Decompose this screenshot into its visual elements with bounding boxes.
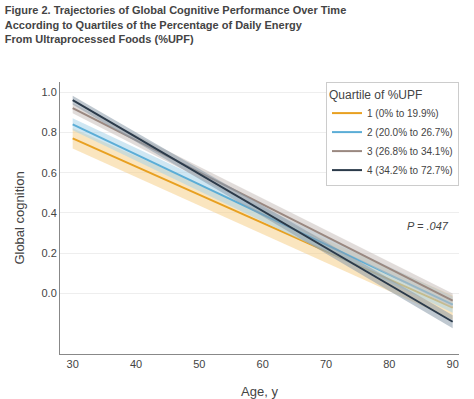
svg-text:Quartile of %UPF: Quartile of %UPF [329, 88, 422, 102]
svg-text:90: 90 [447, 358, 459, 370]
svg-text:70: 70 [320, 358, 332, 370]
svg-text:4 (34.2% to 72.7%): 4 (34.2% to 72.7%) [367, 165, 453, 176]
svg-text:Global cognition: Global cognition [12, 171, 27, 264]
svg-text:60: 60 [257, 358, 269, 370]
svg-text:30: 30 [67, 358, 79, 370]
svg-text:1 (0% to 19.9%): 1 (0% to 19.9%) [367, 108, 439, 119]
svg-text:0.0: 0.0 [42, 287, 57, 299]
svg-text:Age, y: Age, y [241, 384, 278, 399]
svg-text:2 (20.0% to 26.7%): 2 (20.0% to 26.7%) [367, 127, 453, 138]
svg-text:0.6: 0.6 [42, 167, 57, 179]
svg-text:0.2: 0.2 [42, 247, 57, 259]
svg-text:50: 50 [193, 358, 205, 370]
svg-text:0.8: 0.8 [42, 126, 57, 138]
svg-text:P = .047: P = .047 [407, 220, 449, 232]
svg-text:Figure 2. Trajectories of Glob: Figure 2. Trajectories of Global Cogniti… [5, 4, 347, 45]
svg-text:0.4: 0.4 [42, 207, 57, 219]
svg-text:40: 40 [130, 358, 142, 370]
svg-text:80: 80 [383, 358, 395, 370]
svg-text:1.0: 1.0 [42, 86, 57, 98]
svg-text:3 (26.8% to 34.1%): 3 (26.8% to 34.1%) [367, 146, 453, 157]
